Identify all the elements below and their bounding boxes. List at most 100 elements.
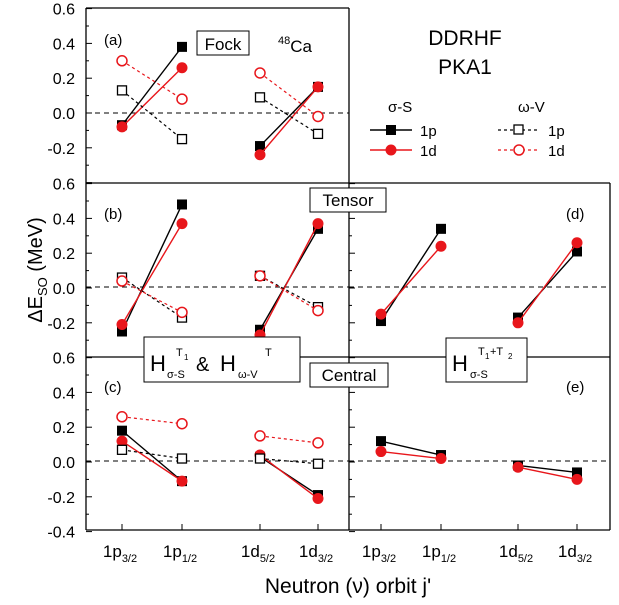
x-tick-label-sub: 5/2 [518, 553, 533, 565]
data-point-e--s-1p [572, 467, 582, 478]
x-tick-label-main: 1d [241, 542, 260, 561]
data-point-e--s-1d [375, 446, 387, 458]
legend-marker-ss-1d [385, 144, 397, 156]
legend-header-solid: σ-S [388, 99, 412, 116]
data-point-a--v-1p [176, 133, 188, 145]
x-tick-label: 1d5/2 [241, 542, 275, 565]
e-formula-sup2: 2 [508, 352, 513, 361]
y-tick-label: 0.0 [53, 106, 75, 123]
y-tick-label: 0.2 [53, 71, 75, 88]
data-point-b--v-1d [176, 306, 188, 319]
y-tick-label: 0.4 [53, 36, 75, 53]
data-point-d--s-1d [375, 308, 387, 320]
data-point-c--s-1d [312, 493, 324, 505]
data-point-a--s-1d [176, 62, 188, 74]
data-point-e--s-1d [571, 473, 583, 485]
series-line-d--s-1p [380, 228, 442, 322]
data-point-e--s-1d [512, 461, 524, 473]
series-line-c--s-1d [259, 454, 319, 500]
central-formula-h2: H [220, 351, 236, 376]
data-point-a--s-1p [255, 141, 265, 152]
central-title: Central [322, 366, 377, 385]
series-line-c--v-1p [259, 457, 319, 465]
data-point-a--s-1d [254, 149, 266, 161]
fock-title: Fock [205, 35, 242, 54]
nucleus-symbol: Ca [290, 37, 312, 56]
series-line-c--s-1d [121, 440, 183, 482]
data-point-c--s-1p [117, 425, 127, 436]
data-point-e--s-1p [376, 436, 386, 447]
series-line-e--s-1d [380, 450, 442, 460]
data-point-b--s-1d [116, 319, 128, 331]
data-point-a--s-1d [312, 81, 324, 93]
series-line-e--s-1p [380, 440, 442, 456]
central-formula-t: T [265, 347, 272, 359]
zero-lines [86, 112, 610, 462]
central-formula-sub2: ω-V [238, 369, 258, 381]
central-formula-box [143, 336, 301, 383]
panel-label-b: (b) [104, 206, 122, 223]
panel-label-a: (a) [104, 32, 122, 49]
data-point-d--s-1d [571, 237, 583, 249]
e-formula-h: H [452, 351, 468, 376]
y-tick-label: 0.0 [53, 281, 75, 298]
series-line-c--s-1p [121, 430, 183, 482]
x-tick-label-main: 1p [422, 542, 441, 561]
series-line-c--v-1d [121, 416, 183, 425]
data-point-a--v-1d [312, 110, 324, 123]
central-formula-amp: & [196, 354, 210, 376]
data-point-b--s-1p [177, 199, 187, 210]
central-box [309, 362, 389, 388]
x-tick-label-main: 1p [103, 542, 122, 561]
legend-header-dashed: ω-V [518, 99, 545, 116]
y-tick-label: 0.0 [53, 455, 75, 472]
series-line-a--v-1p [121, 89, 183, 140]
data-point-a--v-1p [116, 85, 128, 96]
data-point-c--v-1p [312, 458, 324, 469]
series-line-a--s-1d [121, 67, 183, 128]
data-point-c--v-1d [176, 417, 188, 430]
data-point-c--v-1p [254, 453, 266, 464]
data-point-e--s-1d [435, 453, 447, 465]
data-point-d--s-1p [572, 246, 582, 257]
data-point-a--s-1d [116, 121, 128, 133]
legend-row1-solid: 1p [420, 123, 437, 140]
data-point-a--s-1p [177, 41, 187, 52]
series-line-c--v-1d [259, 435, 319, 444]
frame [85, 7, 611, 531]
data-point-c--s-1d [176, 475, 188, 487]
data-point-b--v-1d [116, 275, 128, 287]
legend-row1-dashed: 1p [548, 123, 565, 140]
data-point-b--v-1d [254, 270, 266, 282]
series-line-b--v-1d [259, 275, 319, 312]
series-line-d--s-1p [517, 250, 578, 319]
x-tick-label: 1d5/2 [499, 542, 533, 565]
panel-label-c: (c) [104, 379, 122, 396]
series-line-a--s-1p [121, 46, 183, 126]
data-series [116, 41, 583, 505]
central-formula-t1: T [176, 347, 183, 359]
tensor-box [309, 187, 387, 213]
central-formula-sub1: σ-S [167, 369, 185, 381]
x-tick-label-sub: 5/2 [260, 553, 275, 565]
series-line-a--s-1p [259, 86, 319, 147]
tensor-title: Tensor [322, 191, 373, 210]
series-line-e--s-1p [517, 464, 578, 474]
legend-row2-solid: 1d [420, 143, 437, 160]
y-tick-label: -0.2 [47, 141, 75, 158]
data-point-a--v-1d [176, 93, 188, 105]
y-axis-label: ΔESO (MeV) [25, 217, 50, 323]
series-line-c--v-1p [121, 449, 183, 460]
series-line-d--s-1d [517, 242, 578, 324]
legend-marker-ss-1p [386, 125, 396, 135]
y-axis-label-main: ΔE [25, 296, 47, 323]
y-tick-label: 0.6 [53, 351, 75, 368]
series-line-e--s-1d [517, 466, 578, 481]
central-formula-h1: H [150, 351, 166, 376]
legend: σ-S ω-V 1p 1d 1p 1d [370, 99, 565, 160]
x-tick-label-sub: 3/2 [318, 553, 333, 565]
y-tick-label: 0.2 [53, 420, 75, 437]
x-tick-labels: 1p3/2 1p1/2 1d5/2 1d3/2 1p3/2 1p1/2 1d5/2 1d3/2 [103, 542, 592, 565]
data-point-c--v-1p [176, 453, 188, 464]
